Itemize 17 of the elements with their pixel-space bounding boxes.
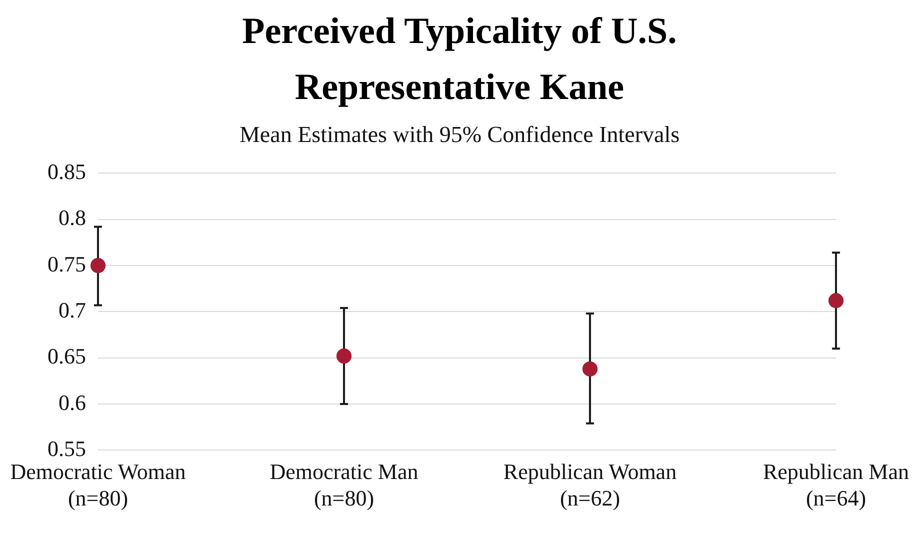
- y-tick-label: 0.85: [47, 158, 86, 184]
- point: [336, 348, 352, 364]
- y-tick-label: 0.6: [58, 390, 86, 415]
- x-tick-label: Democratic Man (n=80): [270, 459, 418, 511]
- point: [582, 361, 598, 376]
- chart-subtitle: Mean Estimates with 95% Confidence Intervals: [238, 122, 681, 148]
- x-tick-label: Republican Woman (n=62): [503, 459, 677, 511]
- point: [828, 293, 844, 308]
- y-tick-label: 0.8: [58, 205, 86, 230]
- y-tick-label: 0.55: [47, 436, 86, 461]
- chart-title: Perceived Typicality of U.S. Representative Kane: [241, 10, 678, 110]
- x-tick-label: Republican Man (n=64): [762, 459, 910, 511]
- point: [90, 258, 106, 274]
- y-tick-label: 0.7: [58, 297, 86, 322]
- x-tick-label: Democratic Woman (n=80): [10, 459, 186, 511]
- y-tick-label: 0.75: [47, 251, 86, 276]
- y-tick-label: 0.65: [47, 344, 86, 369]
